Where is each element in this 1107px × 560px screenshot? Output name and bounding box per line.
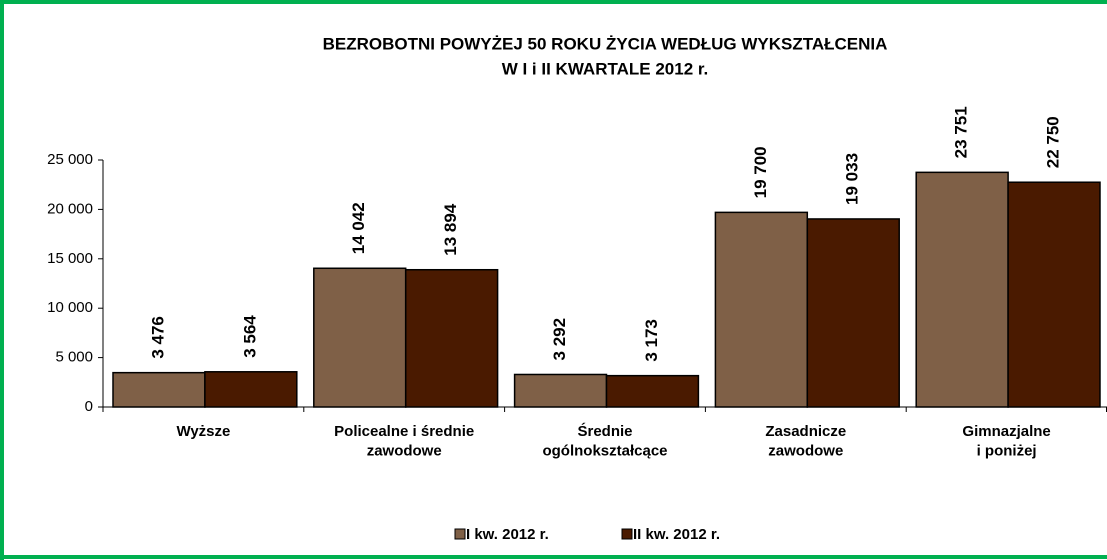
- legend-swatch: [621, 528, 633, 540]
- bar: [513, 373, 608, 408]
- x-tick-label: Policealne i średnie zawodowe: [334, 423, 474, 460]
- bar: [915, 171, 1009, 408]
- chart-subtitle: W I i II KWARTALE 2012 r.: [502, 59, 709, 78]
- x-tick-label: Średnie ogólnokształcące: [542, 422, 667, 460]
- x-tick-label: Gimnazjalne i poniżej: [962, 423, 1050, 460]
- legend-label: II kw. 2012 r.: [633, 526, 720, 543]
- bar: [204, 371, 298, 408]
- bar: [605, 374, 700, 408]
- x-tick-label: Wyższe: [176, 423, 230, 440]
- x-tick-label: Zasadnicze zawodowe: [765, 423, 846, 460]
- y-tick-label: 5 000: [55, 349, 93, 366]
- value-label: 23 751: [952, 106, 971, 158]
- y-tick-label: 10 000: [47, 299, 93, 316]
- value-label: 3 292: [550, 318, 569, 361]
- bar: [806, 218, 900, 408]
- y-tick-label: 20 000: [47, 200, 93, 217]
- chart-title: BEZROBOTNI POWYŻEJ 50 ROKU ŻYCIA WEDŁUG …: [323, 34, 888, 53]
- y-tick-label: 25 000: [47, 151, 93, 168]
- bar: [404, 268, 499, 408]
- value-label: 22 750: [1044, 116, 1063, 168]
- value-label: 14 042: [349, 202, 368, 254]
- bar: [313, 267, 407, 408]
- value-label: 19 033: [843, 153, 862, 205]
- bar: [112, 371, 206, 408]
- value-label: 3 564: [240, 315, 259, 358]
- value-label: 13 894: [441, 203, 460, 256]
- bar: [714, 211, 809, 408]
- y-tick-label: 0: [85, 398, 93, 415]
- value-label: 3 476: [148, 316, 167, 359]
- legend-swatch: [454, 528, 466, 540]
- value-label: 19 700: [751, 146, 770, 198]
- value-label: 3 173: [642, 319, 661, 362]
- bar: [1007, 181, 1101, 408]
- y-tick-label: 15 000: [47, 250, 93, 267]
- legend-label: I kw. 2012 r.: [466, 526, 549, 543]
